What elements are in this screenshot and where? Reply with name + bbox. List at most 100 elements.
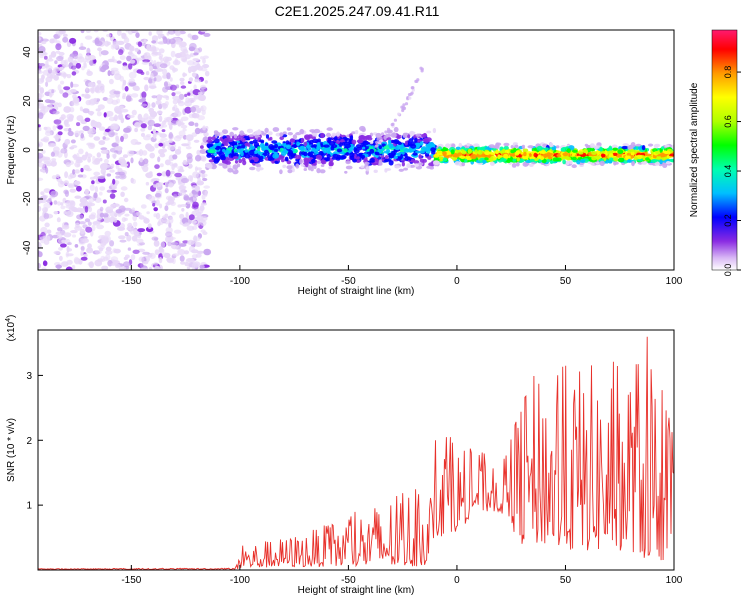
noise-speck (185, 211, 189, 219)
noise-speck (186, 156, 193, 164)
noise-speck (190, 106, 197, 113)
noise-speck (43, 212, 50, 220)
band-speck (547, 152, 554, 156)
band-speck (287, 132, 293, 136)
noise-speck (82, 125, 90, 132)
noise-speck (44, 207, 48, 213)
noise-speck (40, 239, 46, 244)
band-speck (266, 155, 272, 159)
noise-speck (52, 125, 57, 131)
band-speck (219, 154, 226, 159)
band-speck (285, 140, 290, 145)
noise-speck (38, 92, 43, 100)
noise-speck (122, 62, 128, 67)
band-speck (424, 152, 430, 157)
noise-speck (50, 190, 59, 197)
noise-speck (101, 236, 110, 244)
noise-speck (49, 38, 55, 44)
snr-frame (37, 329, 675, 571)
band-speck (274, 143, 279, 149)
noise-speck (77, 53, 83, 60)
band-speck (522, 148, 529, 153)
noise-speck (200, 173, 208, 178)
noise-speck (71, 71, 77, 76)
band-speck (288, 149, 293, 156)
noise-speck (178, 130, 186, 137)
noise-speck (194, 122, 199, 127)
band-speck (351, 139, 357, 145)
band-speck (546, 159, 551, 163)
band-speck (428, 162, 435, 167)
noise-speck (126, 55, 132, 62)
band-speck (409, 131, 416, 135)
noise-speck (162, 74, 167, 79)
noise-speck (72, 234, 76, 238)
band-speck (613, 156, 618, 162)
noise-speck (129, 59, 136, 64)
colorbar-tick-label: 0.4 (723, 165, 733, 178)
noise-speck (140, 127, 146, 132)
noise-speck (103, 158, 109, 164)
snr-series-line (38, 336, 674, 570)
noise-speck (186, 266, 191, 270)
band-speck (533, 152, 538, 158)
noise-speck (78, 148, 84, 155)
band-speck (223, 137, 230, 143)
band-speck (285, 144, 292, 150)
noise-speck (184, 106, 192, 114)
band-speck (393, 155, 398, 159)
noise-speck (73, 180, 81, 186)
noise-speck (200, 170, 206, 174)
band-speck (335, 157, 341, 161)
noise-speck (184, 222, 190, 227)
band-speck (565, 160, 570, 166)
noise-speck (68, 206, 77, 212)
noise-speck (62, 36, 69, 43)
noise-speck (196, 149, 201, 156)
noise-speck (45, 65, 53, 71)
noise-speck (57, 232, 63, 240)
band-speck (461, 150, 467, 155)
streak-speck (402, 103, 406, 107)
y-tick-label: -20 (22, 191, 33, 206)
noise-speck (159, 203, 163, 209)
noise-speck (64, 138, 71, 145)
noise-speck (62, 33, 68, 38)
band-speck (285, 157, 289, 162)
noise-speck (135, 32, 140, 38)
noise-speck (84, 206, 89, 213)
noise-speck (109, 240, 115, 247)
band-speck (539, 150, 547, 155)
band-speck (375, 132, 382, 139)
noise-speck (63, 189, 69, 195)
band-speck (384, 155, 389, 161)
noise-speck (41, 267, 47, 270)
noise-speck (43, 55, 48, 60)
band-speck (368, 146, 374, 150)
noise-speck (71, 265, 76, 270)
band-speck (418, 150, 425, 154)
band-speck (340, 139, 345, 142)
band-speck (488, 144, 496, 149)
noise-speck (91, 224, 96, 231)
noise-speck (130, 254, 136, 261)
noise-speck (38, 177, 44, 181)
noise-speck (166, 72, 171, 80)
noise-speck (174, 52, 183, 59)
band-speck (404, 140, 408, 146)
noise-speck (189, 42, 197, 50)
noise-speck (63, 86, 71, 91)
noise-speck (187, 33, 192, 38)
band-speck (259, 155, 264, 160)
noise-speck (49, 73, 54, 80)
band-speck (339, 155, 347, 160)
band-speck (410, 158, 416, 163)
noise-speck (98, 126, 106, 131)
noise-speck (135, 212, 142, 216)
noise-speck (43, 202, 51, 209)
noise-speck (142, 251, 150, 255)
noise-speck (105, 110, 114, 117)
noise-speck (204, 80, 208, 84)
noise-speck (119, 105, 125, 109)
